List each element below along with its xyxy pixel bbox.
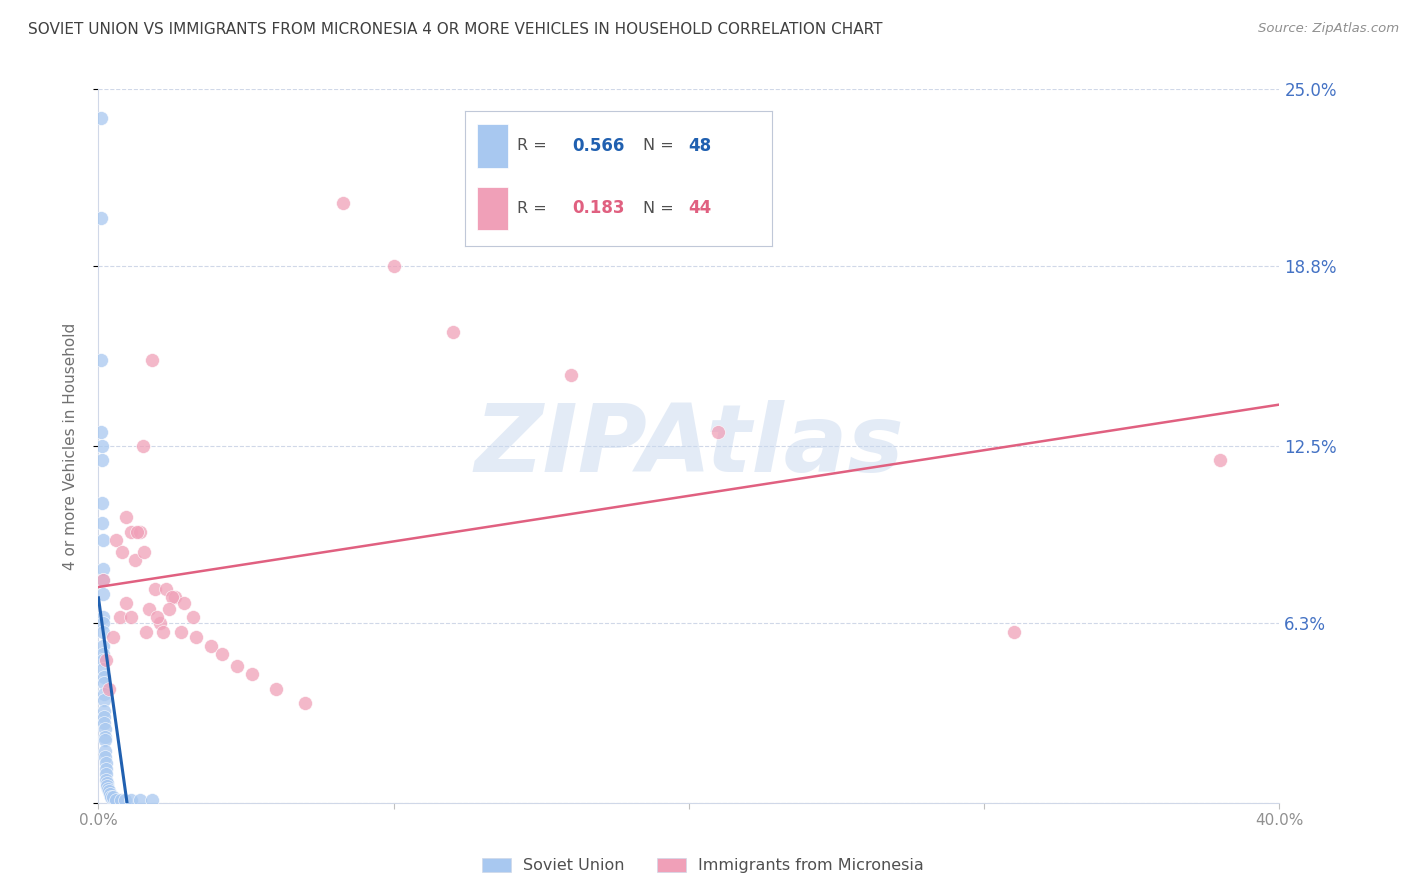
Point [91,610,114,624]
Point [104,533,127,548]
Point [93,705,115,719]
Point [441,325,464,339]
Point [162,591,183,605]
Point [211,648,233,662]
Point [94,733,117,747]
Point [93,670,115,684]
Point [93,648,115,662]
Point [91,496,114,510]
Point [94,756,117,770]
Point [138,601,160,615]
Point [91,439,114,453]
Point [96,779,118,793]
Point [149,615,172,630]
Point [240,667,263,681]
Point [90,111,112,125]
Point [115,596,138,610]
Text: SOVIET UNION VS IMMIGRANTS FROM MICRONESIA 4 OR MORE VEHICLES IN HOUSEHOLD CORRE: SOVIET UNION VS IMMIGRANTS FROM MICRONES… [28,22,883,37]
Point [111,544,134,558]
Point [96,776,118,790]
Point [382,259,405,273]
Point [141,793,163,807]
Point [707,425,730,439]
Point [128,793,150,807]
Point [1209,453,1232,467]
Point [100,790,122,805]
Point [264,681,287,696]
Point [90,425,112,439]
Point [128,524,150,539]
Point [120,610,142,624]
Point [143,582,166,596]
Point [91,639,114,653]
Point [91,624,114,639]
Point [294,696,316,710]
Point [560,368,582,382]
Point [93,715,115,730]
Point [101,630,124,644]
Point [135,624,157,639]
Point [103,790,125,805]
Point [226,658,249,673]
Point [93,687,115,701]
Point [152,624,174,639]
Point [96,772,118,787]
Point [115,510,138,524]
Point [200,639,222,653]
Point [1002,624,1025,639]
Point [134,544,156,558]
Point [90,353,112,368]
Text: ZIPAtlas: ZIPAtlas [474,400,904,492]
Point [332,196,354,211]
Point [91,516,114,530]
Point [124,553,146,567]
Point [90,211,112,225]
Point [94,762,117,776]
Point [94,744,117,758]
Point [97,681,120,696]
Point [170,624,193,639]
Point [93,676,115,690]
Point [93,693,115,707]
Point [173,596,195,610]
Point [132,439,155,453]
Point [94,653,117,667]
Point [91,573,114,587]
Point [97,784,120,798]
Point [94,767,117,781]
Point [141,353,163,368]
Point [91,615,114,630]
Point [93,730,115,744]
Point [105,793,128,807]
Point [155,582,177,596]
Point [108,610,131,624]
Y-axis label: 4 or more Vehicles in Household: 4 or more Vehicles in Household [63,322,77,570]
Point [125,524,148,539]
Point [110,793,132,807]
Point [114,793,136,807]
Point [93,710,115,724]
Point [97,781,120,796]
Point [98,787,121,801]
Point [93,722,115,736]
Legend: Soviet Union, Immigrants from Micronesia: Soviet Union, Immigrants from Micronesia [475,851,931,880]
Point [91,533,114,548]
Point [91,453,114,467]
Point [91,587,114,601]
Text: Source: ZipAtlas.com: Source: ZipAtlas.com [1258,22,1399,36]
Point [91,562,114,576]
Point [93,653,115,667]
Point [184,630,207,644]
Point [120,793,142,807]
Point [94,750,117,764]
Point [181,610,204,624]
Point [91,573,114,587]
Point [165,591,187,605]
Point [120,524,142,539]
Point [157,601,180,615]
Point [146,610,169,624]
Point [93,662,115,676]
